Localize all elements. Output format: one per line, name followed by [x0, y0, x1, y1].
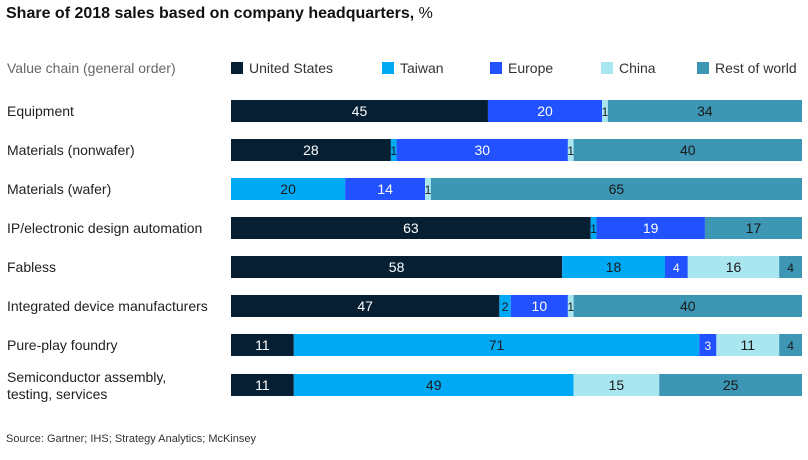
bar-segment-materials-wafer-europe — [345, 178, 426, 200]
legend-swatch-united-states — [231, 62, 243, 74]
legend-label-taiwan: Taiwan — [400, 60, 444, 76]
source-note: Source: Gartner; IHS; Strategy Analytics… — [6, 433, 257, 445]
bar-segment-equipment-united-states — [231, 100, 488, 122]
data-label-semiconductor-assembly-testing-services-united-states: 11 — [255, 377, 270, 393]
data-label-ip-electronic-design-automation-rest-of-world: 17 — [746, 220, 762, 236]
bar-segment-integrated-device-manufacturers-china — [567, 295, 574, 317]
bar-segment-pure-play-foundry-china — [716, 334, 780, 356]
legend-label-united-states: United States — [249, 60, 333, 76]
category-label-integrated-device-manufacturers: Integrated device manufacturers — [7, 298, 208, 314]
data-label-fabless-united-states: 58 — [389, 259, 405, 275]
legend-swatch-china — [601, 62, 613, 74]
data-label-semiconductor-assembly-testing-services-rest-of-world: 25 — [723, 377, 739, 393]
bar-segment-integrated-device-manufacturers-europe — [510, 295, 568, 317]
category-label-materials-wafer: Materials (wafer) — [7, 181, 111, 197]
data-label-materials-nonwafer-united-states: 28 — [303, 142, 319, 158]
bar-segment-semiconductor-assembly-testing-services-united-states — [231, 374, 294, 396]
data-label-integrated-device-manufacturers-rest-of-world: 40 — [680, 298, 696, 314]
data-label-materials-nonwafer-rest-of-world: 40 — [680, 142, 696, 158]
bar-segment-materials-nonwafer-taiwan — [390, 139, 397, 161]
stacked-bar-chart: Value chain (general order) United States… — [7, 60, 802, 402]
category-label-equipment: Equipment — [7, 103, 74, 119]
data-label-equipment-united-states: 45 — [352, 103, 368, 119]
bar-segment-ip-electronic-design-automation-europe — [596, 217, 705, 239]
data-label-ip-electronic-design-automation-taiwan: 1 — [590, 222, 597, 236]
data-label-pure-play-foundry-europe: 3 — [704, 339, 711, 353]
data-label-equipment-rest-of-world: 34 — [697, 103, 713, 119]
legend-label-europe: Europe — [508, 60, 553, 76]
bar-segment-ip-electronic-design-automation-united-states — [231, 217, 591, 239]
legend-swatch-europe — [490, 62, 502, 74]
data-label-materials-nonwafer-europe: 30 — [474, 142, 490, 158]
data-label-materials-wafer-taiwan: 20 — [280, 181, 296, 197]
chart-title-text: Share of 2018 sales based on company hea… — [6, 5, 415, 22]
bar-segment-fabless-taiwan — [562, 256, 665, 278]
category-label-line: testing, services — [7, 386, 107, 402]
category-label-fabless: Fabless — [7, 259, 56, 275]
data-label-integrated-device-manufacturers-taiwan: 2 — [502, 300, 509, 314]
legend-label-china: China — [619, 60, 656, 76]
bar-segment-fabless-europe — [664, 256, 688, 278]
category-label-line: Semiconductor assembly, — [7, 369, 166, 385]
category-label-semiconductor-assembly-testing-services: Semiconductor assembly, testing, services — [7, 369, 166, 402]
chart-title: Share of 2018 sales based on company hea… — [6, 5, 433, 23]
bar-segment-equipment-rest-of-world — [607, 100, 802, 122]
bar-segment-materials-nonwafer-europe — [396, 139, 568, 161]
legend-swatch-taiwan — [382, 62, 394, 74]
bar-segment-materials-wafer-china — [425, 178, 431, 200]
bar-segment-pure-play-foundry-europe — [699, 334, 717, 356]
bar-segment-ip-electronic-design-automation-taiwan — [590, 217, 597, 239]
bar-segment-pure-play-foundry-united-states — [231, 334, 294, 356]
data-label-pure-play-foundry-united-states: 11 — [255, 337, 270, 353]
bar-segment-materials-wafer-rest-of-world — [430, 178, 802, 200]
chart-title-unit: % — [418, 5, 433, 22]
bar-segment-pure-play-foundry-rest-of-world — [779, 334, 802, 356]
category-label-pure-play-foundry: Pure-play foundry — [7, 337, 118, 353]
bar-segment-equipment-europe — [487, 100, 603, 122]
bar-segment-materials-nonwafer-china — [567, 139, 574, 161]
data-label-pure-play-foundry-taiwan: 71 — [489, 337, 505, 353]
bar-segment-equipment-china — [602, 100, 608, 122]
bar-segment-materials-wafer-taiwan — [231, 178, 346, 200]
legend-swatch-rest-of-world — [697, 62, 709, 74]
bar-segment-fabless-rest-of-world — [779, 256, 802, 278]
data-label-materials-nonwafer-taiwan: 1 — [390, 144, 397, 158]
data-label-equipment-china: 1 — [602, 105, 609, 119]
data-label-materials-nonwafer-china: 1 — [567, 144, 574, 158]
data-label-fabless-china: 16 — [726, 259, 742, 275]
bar-segment-semiconductor-assembly-testing-services-rest-of-world — [659, 374, 802, 396]
data-label-integrated-device-manufacturers-united-states: 47 — [357, 298, 373, 314]
data-label-pure-play-foundry-rest-of-world: 4 — [787, 339, 794, 353]
bar-segment-fabless-china — [687, 256, 780, 278]
data-label-ip-electronic-design-automation-united-states: 63 — [403, 220, 419, 236]
bar-segment-semiconductor-assembly-testing-services-china — [573, 374, 660, 396]
bar-segment-pure-play-foundry-taiwan — [293, 334, 700, 356]
data-label-fabless-rest-of-world: 4 — [787, 261, 794, 275]
data-label-materials-wafer-europe: 14 — [377, 181, 393, 197]
data-label-ip-electronic-design-automation-europe: 19 — [643, 220, 659, 236]
bar-segment-fabless-united-states — [231, 256, 563, 278]
data-label-equipment-europe: 20 — [537, 103, 553, 119]
data-label-materials-wafer-china: 1 — [425, 183, 432, 197]
data-label-pure-play-foundry-china: 11 — [740, 337, 755, 353]
category-header: Value chain (general order) — [7, 60, 176, 76]
bar-segment-semiconductor-assembly-testing-services-taiwan — [293, 374, 574, 396]
bar-segment-ip-electronic-design-automation-rest-of-world — [704, 217, 802, 239]
data-label-fabless-taiwan: 18 — [606, 259, 622, 275]
bar-segment-materials-nonwafer-rest-of-world — [573, 139, 802, 161]
data-label-semiconductor-assembly-testing-services-taiwan: 49 — [426, 377, 442, 393]
data-label-fabless-europe: 4 — [673, 261, 680, 275]
bar-segment-integrated-device-manufacturers-united-states — [231, 295, 500, 317]
data-label-semiconductor-assembly-testing-services-china: 15 — [609, 377, 625, 393]
bar-segment-integrated-device-manufacturers-taiwan — [499, 295, 511, 317]
legend-label-rest-of-world: Rest of world — [715, 60, 797, 76]
data-label-materials-wafer-rest-of-world: 65 — [609, 181, 625, 197]
bar-segment-integrated-device-manufacturers-rest-of-world — [573, 295, 802, 317]
category-label-materials-nonwafer: Materials (nonwafer) — [7, 142, 135, 158]
category-label-ip-electronic-design-automation: IP/electronic design automation — [7, 220, 202, 236]
bar-segment-materials-nonwafer-united-states — [231, 139, 391, 161]
data-label-integrated-device-manufacturers-china: 1 — [567, 300, 574, 314]
data-label-integrated-device-manufacturers-europe: 10 — [532, 298, 548, 314]
